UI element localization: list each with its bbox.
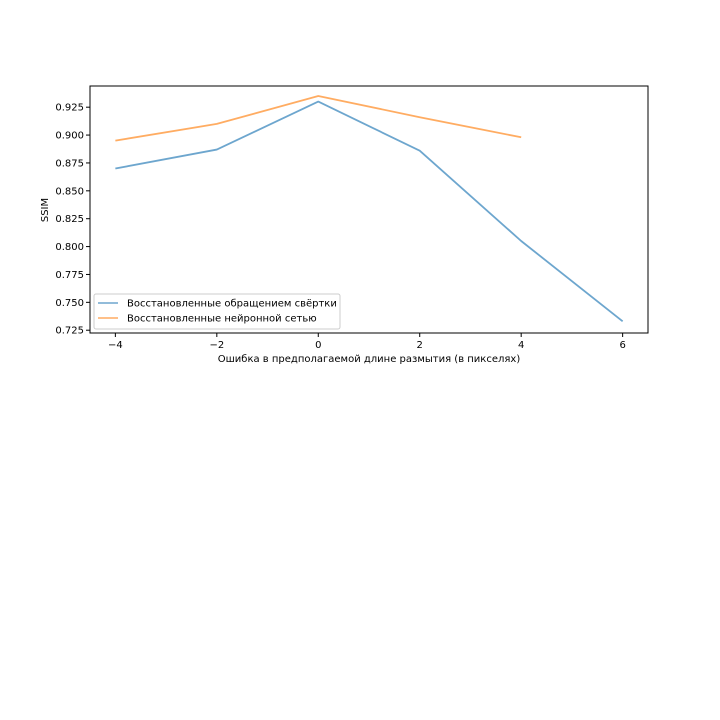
legend-label-deconvolution: Восстановленные обращением свёртки [127,299,337,310]
y-tick-label: 0.900 [55,131,84,142]
data-point [216,123,218,125]
series-line-deconvolution [115,100,624,322]
y-axis-label: SSIM [40,198,51,222]
data-point [419,116,421,118]
data-point [317,101,319,103]
x-axis: −4 −2 0 2 4 6 [108,333,626,351]
y-tick-label: 0.800 [55,242,84,253]
data-point [317,95,319,97]
y-tick-label: 0.925 [55,103,84,114]
y-tick-label: 0.825 [55,214,84,225]
x-tick-label: −4 [108,340,123,351]
legend-box [93,293,341,330]
plot-frame [89,85,649,334]
data-point [114,168,116,170]
series-layer [114,95,624,322]
data-point [520,240,522,242]
x-tick-label: −2 [209,340,224,351]
series-line-neural-network [115,95,522,142]
data-point [622,320,624,322]
x-tick-label: 2 [417,340,423,351]
y-tick-label: 0.875 [55,158,84,169]
x-axis-label: Ошибка в предполагаемой длине размытия (… [218,354,521,365]
legend: Восстановленные обращением свёртки Восст… [93,293,341,330]
legend-label-neural-network: Восстановленные нейронной сетью [127,314,317,325]
data-point [520,136,522,138]
data-point [216,149,218,151]
y-tick-label: 0.775 [55,270,84,281]
x-tick-label: 0 [315,340,321,351]
y-tick-label: 0.850 [55,186,84,197]
data-point [419,150,421,152]
x-tick-label: 4 [518,340,524,351]
data-point [114,140,116,142]
y-axis: 0.725 0.750 0.775 0.800 0.825 0.850 0.875 0.900… [55,103,90,337]
x-tick-label: 6 [619,340,625,351]
y-tick-label: 0.750 [55,298,84,309]
y-tick-label: 0.725 [55,326,84,337]
